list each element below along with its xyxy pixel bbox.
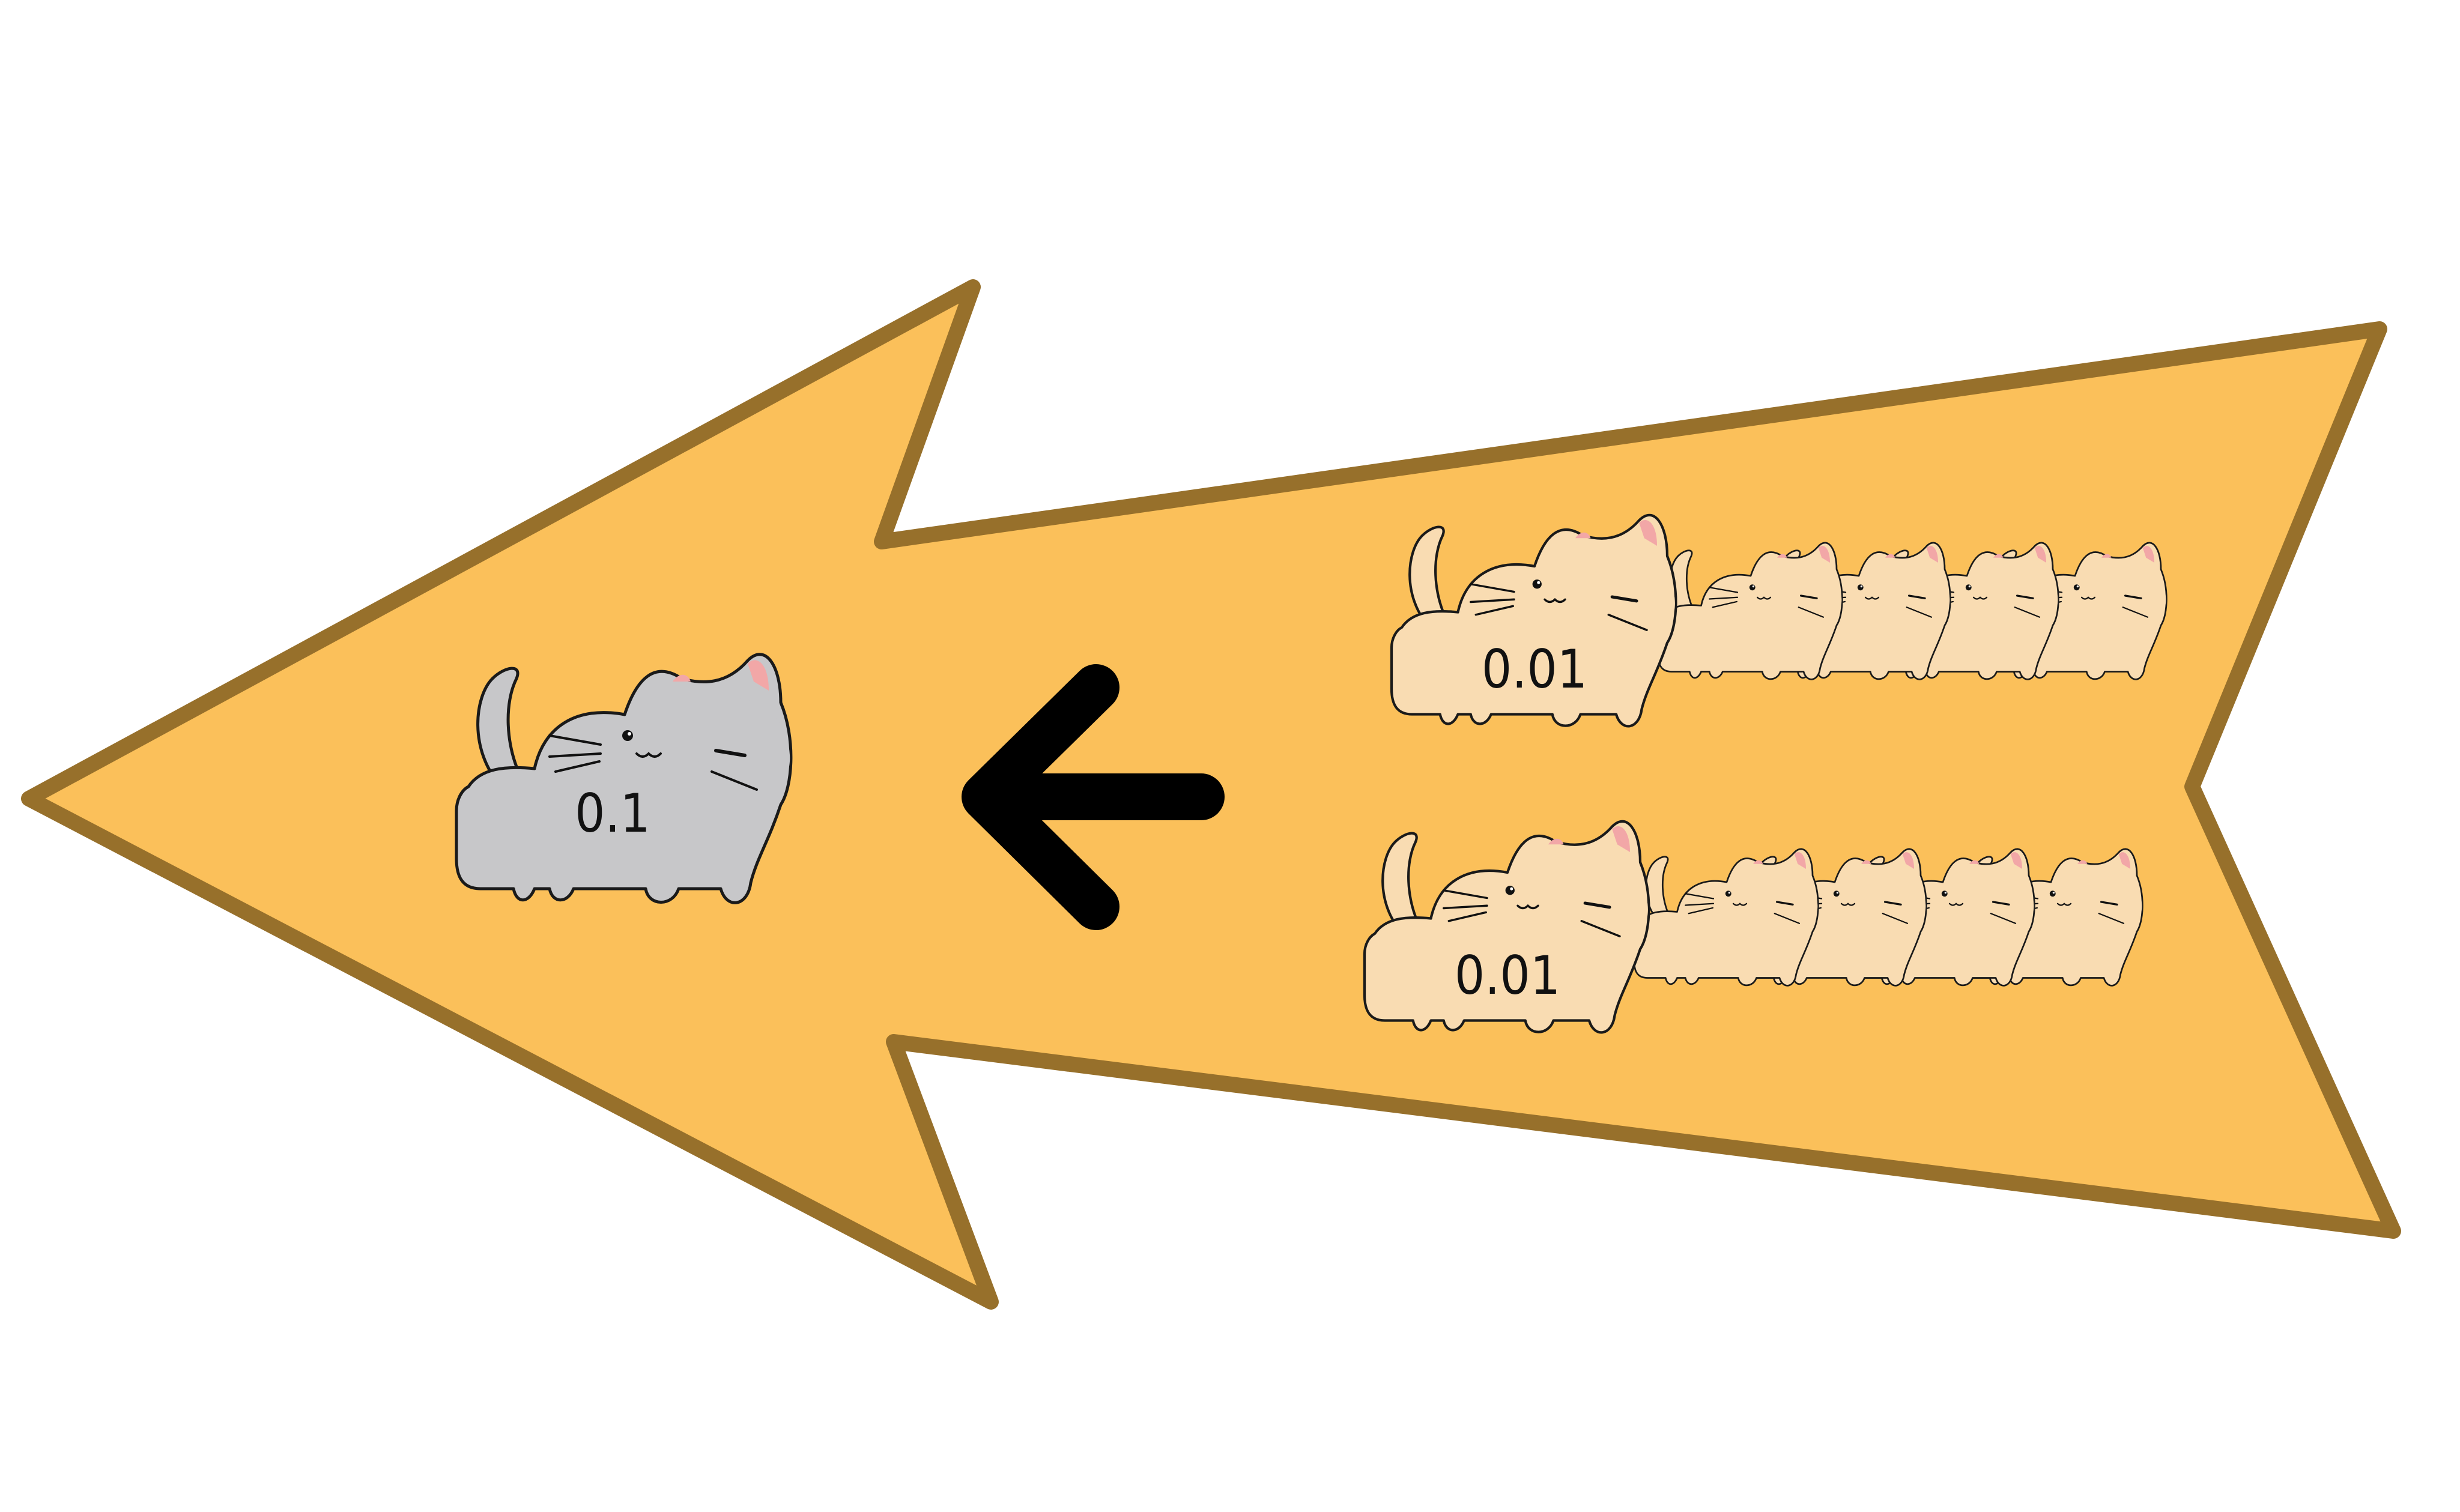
source-value-top: 0.01 (1482, 638, 1587, 700)
target-value: 0.1 (575, 782, 650, 844)
left-arrow-icon (962, 664, 1225, 930)
source-value-bottom: 0.01 (1455, 945, 1560, 1006)
